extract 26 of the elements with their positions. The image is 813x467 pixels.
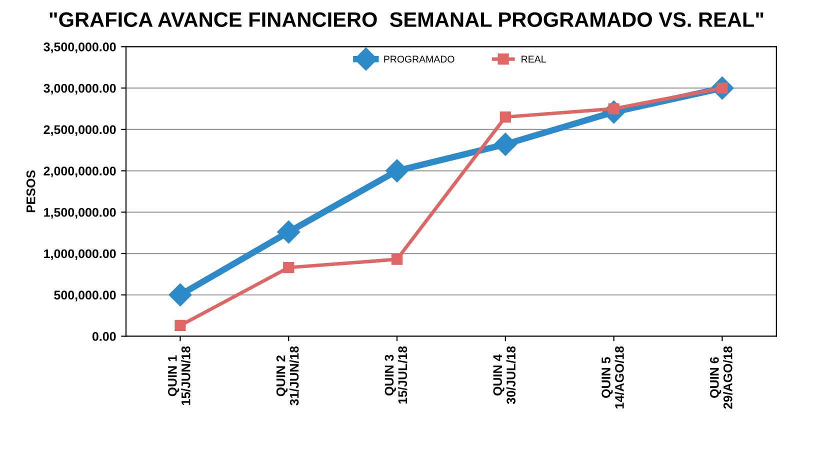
y-tick-label: 1,000,000.00 <box>44 249 116 260</box>
point <box>494 132 517 156</box>
chart-title: "GRAFICA AVANCE FINANCIERO SEMANAL PROGRAMADO VS. REAL" <box>50 12 764 27</box>
y-tick-label: 2,500,000.00 <box>44 125 116 136</box>
point <box>283 262 294 274</box>
x-tick-label: QUIN 3 15/JUL/18 <box>384 346 408 404</box>
y-tick-label: 3,000,000.00 <box>44 84 116 95</box>
point <box>500 111 511 123</box>
y-tick-label: 2,000,000.00 <box>44 166 116 178</box>
point <box>174 320 186 332</box>
y-tick-label: 500,000.00 <box>54 290 116 302</box>
legend-label: REAL <box>522 56 546 62</box>
y-tick-label: 0.00 <box>92 332 116 341</box>
x-tick-label: QUIN 2 31/JUN/18 <box>276 346 299 406</box>
point <box>168 283 192 306</box>
x-tick-label: QUIN 4 30/JUL/18 <box>493 346 516 404</box>
point <box>391 254 403 265</box>
y-tick-label: 3,500,000.00 <box>44 42 116 54</box>
legend-label: PROGRAMADO <box>384 56 454 63</box>
point <box>277 220 300 244</box>
x-tick-label: QUIN 1 15/JUN/18 <box>168 346 190 405</box>
point <box>386 159 409 182</box>
x-tick-label: QUIN 5 14/AGO/18 <box>602 346 624 408</box>
x-tick-label: QUIN 6 29/AGO/18 <box>710 346 732 409</box>
y-axis-title: PESOS <box>26 170 36 212</box>
y-tick-label: 1,500,000.00 <box>44 208 116 219</box>
